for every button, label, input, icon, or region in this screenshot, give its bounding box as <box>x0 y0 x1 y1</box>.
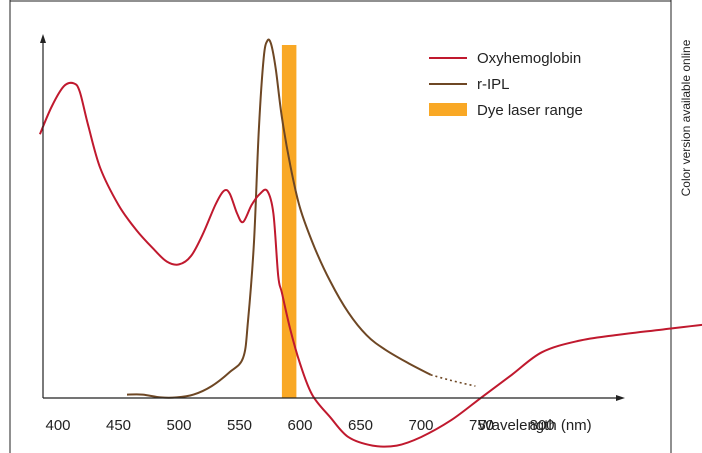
x-tick-label: 750 <box>469 417 494 434</box>
x-tick-label: 650 <box>348 417 373 434</box>
series-r-ipl-line <box>126 38 432 399</box>
series-oxyhemoglobin-line <box>38 81 702 448</box>
x-tick-label: 450 <box>106 417 131 434</box>
legend-label-r-ipl: r-IPL <box>477 76 510 93</box>
x-tick-label: 800 <box>529 417 554 434</box>
x-axis-label: Wavelength (nm) <box>478 417 592 434</box>
x-tick-label: 600 <box>287 417 312 434</box>
x-axis-arrow <box>616 395 625 401</box>
color-version-note: Color version available online <box>679 39 693 196</box>
series-r-ipl-extrapolated-line <box>430 374 476 387</box>
legend-label-oxyhemoglobin: Oxyhemoglobin <box>477 50 581 67</box>
x-tick-label: 700 <box>408 417 433 434</box>
x-tick-labels: 400 450 500 550 600 650 700 750 800 <box>45 417 554 434</box>
y-axis-arrow <box>40 34 46 43</box>
legend-swatch-dye-laser <box>429 103 467 116</box>
legend: Oxyhemoglobin r-IPL Dye laser range <box>429 50 583 119</box>
x-tick-label: 400 <box>45 417 70 434</box>
legend-label-dye-laser: Dye laser range <box>477 102 583 119</box>
x-tick-label: 550 <box>227 417 252 434</box>
x-tick-label: 500 <box>166 417 191 434</box>
